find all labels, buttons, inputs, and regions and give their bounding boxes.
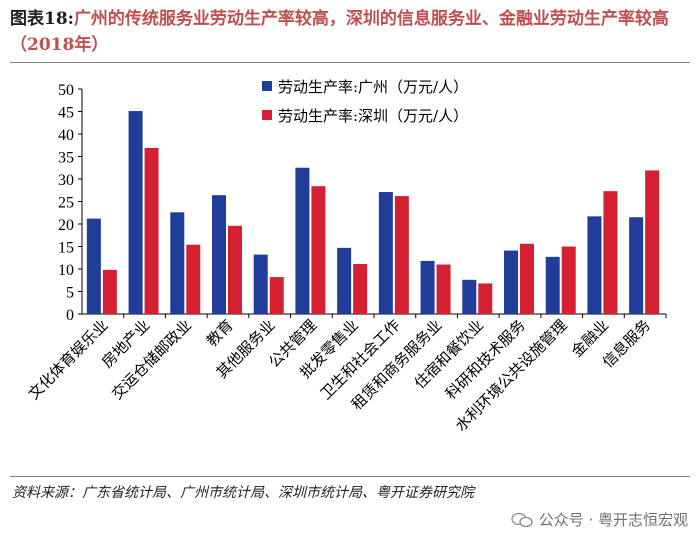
y-tick-label: 40 [58, 127, 74, 144]
bar-shenzhen [311, 186, 326, 314]
title-divider [10, 62, 690, 63]
legend-swatch [262, 81, 272, 91]
bar-shenzhen [102, 269, 117, 314]
legend-label: 劳动生产率:广州（万元/人） [278, 78, 468, 96]
figure-title-text: 广州的传统服务业劳动生产率较高，深圳的信息服务业、金融业劳动生产率较高（2018… [10, 9, 669, 55]
y-tick-label: 50 [58, 82, 74, 99]
bar-guangzhou [212, 195, 226, 314]
bar-guangzhou [629, 217, 644, 314]
y-tick-label: 5 [66, 285, 74, 302]
bar-shenzhen [186, 244, 201, 314]
bar-guangzhou [378, 192, 393, 314]
bar-shenzhen [603, 191, 618, 314]
bar-guangzhou [504, 250, 518, 314]
bar-guangzhou [545, 256, 560, 314]
bar-guangzhou [420, 260, 435, 314]
y-tick-label: 10 [58, 262, 74, 279]
bar-shenzhen [394, 196, 409, 314]
bar-guangzhou [462, 279, 477, 314]
bar-guangzhou [587, 216, 602, 314]
x-tick-label: 教育 [203, 316, 237, 350]
bar-guangzhou [337, 247, 352, 314]
bar-shenzhen [353, 264, 368, 314]
bar-guangzhou [86, 218, 101, 314]
y-tick-label: 15 [58, 240, 74, 257]
source-divider [10, 476, 690, 477]
watermark: 公众号 · 粤开志恒宏观 [511, 509, 688, 530]
chart-title: 图表18:广州的传统服务业劳动生产率较高，深圳的信息服务业、金融业劳动生产率较高… [10, 6, 700, 58]
bar-shenzhen [228, 225, 242, 314]
y-tick-label: 25 [58, 195, 74, 212]
bar-guangzhou [253, 254, 268, 314]
bar-shenzhen [269, 277, 284, 314]
bar-shenzhen [520, 243, 534, 314]
bar-shenzhen [561, 246, 576, 314]
bar-shenzhen [436, 264, 451, 314]
bar-shenzhen [144, 147, 159, 314]
bar-guangzhou [170, 212, 185, 314]
y-tick-label: 0 [66, 307, 74, 324]
y-tick-label: 20 [58, 217, 74, 234]
source-note: 资料来源：广东省统计局、广州市统计局、深圳市统计局、粤开证券研究院 [12, 485, 474, 501]
bar-guangzhou [295, 167, 310, 314]
y-tick-label: 35 [58, 150, 74, 167]
wechat-icon [511, 512, 533, 527]
bar-shenzhen [478, 283, 493, 314]
watermark-text: 公众号 · 粤开志恒宏观 [538, 511, 688, 529]
legend-swatch [262, 110, 272, 120]
bar-guangzhou [128, 111, 143, 314]
bar-shenzhen [645, 170, 660, 314]
y-tick-label: 30 [58, 172, 74, 189]
figure-label: 图表18: [10, 9, 74, 29]
y-tick-label: 45 [58, 105, 74, 122]
legend-label: 劳动生产率:深圳（万元/人） [278, 107, 468, 125]
